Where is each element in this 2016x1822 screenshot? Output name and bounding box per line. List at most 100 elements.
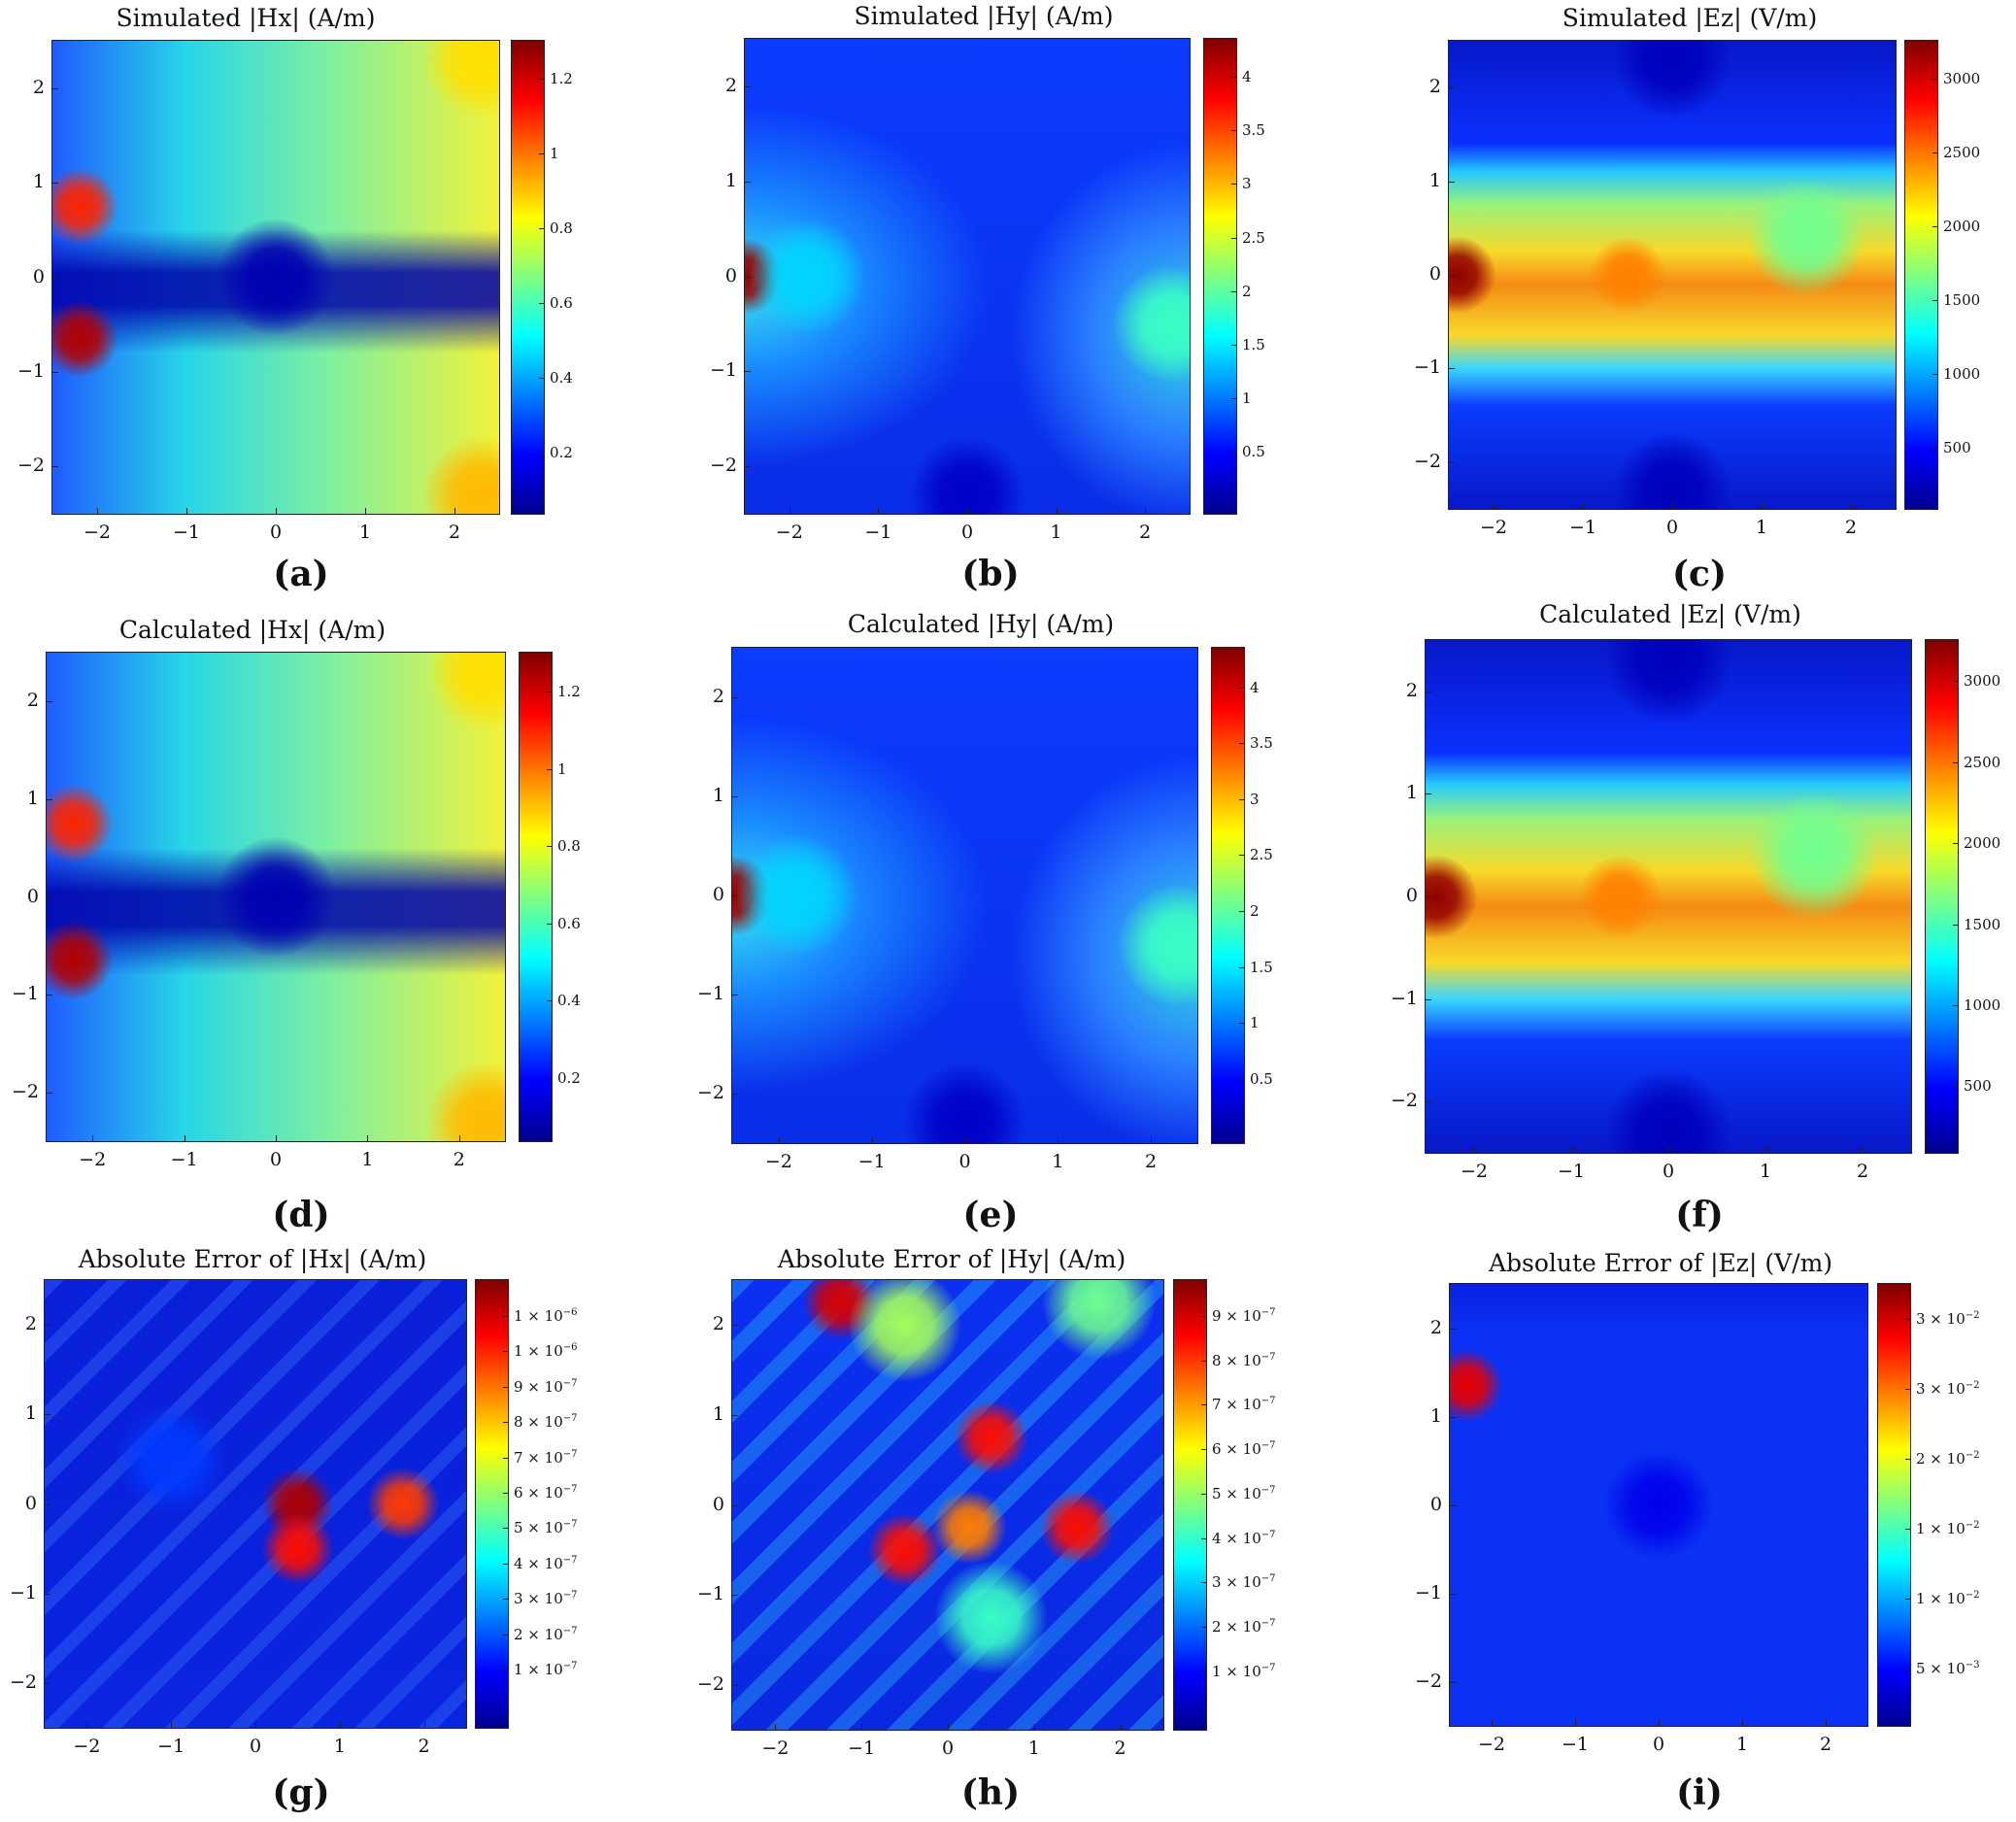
colorbar-tick-mark-g	[503, 1315, 508, 1317]
y-tick-mark-c	[1449, 87, 1455, 89]
colorbar-tick-mark-c	[1932, 300, 1937, 302]
y-tick-label-g: 0	[24, 1492, 37, 1514]
y-tick-label-a: −2	[17, 455, 45, 477]
colorbar-tick-label-d: 0.2	[557, 1068, 581, 1087]
colorbar-tick-label-h: 4 × 10−7	[1212, 1530, 1276, 1547]
colorbar-tick-label-g: 9 × 10−7	[514, 1378, 578, 1396]
colorbar-tick-mark-d	[547, 1000, 552, 1002]
colorbar-tick-exponent: −7	[562, 1590, 578, 1602]
y-tick-label-f: 2	[1405, 679, 1418, 701]
panel-e-title: Calculated |Hy| (A/m)	[847, 610, 1115, 638]
x-tick-label-f: 1	[1759, 1161, 1772, 1182]
y-tick-mark-f	[1426, 793, 1431, 795]
x-tick-label-g: 1	[333, 1736, 346, 1757]
x-tick-label-b: 2	[1139, 522, 1152, 543]
x-tick-mark-b	[1056, 508, 1058, 514]
x-tick-mark-h	[775, 1724, 777, 1730]
y-tick-mark-g	[45, 1682, 50, 1684]
colorbar-a	[511, 40, 545, 515]
colorbar-tick-label-g: 2 × 10−7	[514, 1626, 578, 1643]
colorbar-tick-label-i: 2 × 10−2	[1916, 1450, 1980, 1468]
colorbar-tick-mantissa: 6 × 10	[1212, 1440, 1261, 1459]
colorbar-g	[475, 1279, 509, 1729]
colorbar-tick-label-h: 1 × 10−7	[1212, 1663, 1276, 1680]
y-tick-mark-i	[1450, 1504, 1456, 1506]
colorbar-tick-exponent: −7	[562, 1377, 578, 1389]
colorbar-tick-exponent: −7	[562, 1661, 578, 1672]
colorbar-tick-mark-d	[547, 923, 552, 925]
x-tick-mark-a	[186, 508, 187, 514]
y-tick-mark-b	[745, 466, 751, 468]
x-tick-label-e: 1	[1052, 1151, 1064, 1172]
y-tick-label-a: 2	[32, 76, 45, 98]
colorbar-tick-mantissa: 1 × 10	[1916, 1589, 1966, 1607]
colorbar-tick-mark-i	[1905, 1598, 1910, 1600]
colorbar-tick-exponent: −6	[562, 1306, 578, 1318]
colorbar-tick-label-c: 3000	[1943, 69, 1981, 87]
y-tick-label-f: 1	[1405, 782, 1418, 804]
y-tick-mark-h	[732, 1414, 738, 1416]
colorbar-tick-mark-d	[547, 768, 552, 770]
x-tick-mark-a	[97, 508, 98, 514]
colorbar-tick-mark-h	[1201, 1493, 1206, 1495]
colorbar-tick-mark-a	[539, 227, 544, 229]
x-tick-label-i: 2	[1819, 1734, 1832, 1755]
colorbar-tick-label-h: 8 × 10−7	[1212, 1352, 1276, 1369]
colorbar-tick-label-d: 1	[557, 759, 567, 778]
colorbar-tick-label-g: 4 × 10−7	[514, 1555, 578, 1572]
colorbar-tick-exponent: −7	[1260, 1529, 1276, 1540]
colorbar-tick-mark-b	[1231, 77, 1236, 79]
x-tick-mark-e	[778, 1137, 780, 1143]
panel-h-label: (h)	[960, 1772, 1021, 1813]
y-tick-label-a: 0	[32, 265, 45, 287]
x-tick-mark-g	[171, 1722, 173, 1728]
colorbar-tick-label-i: 5 × 10−3	[1916, 1660, 1980, 1677]
x-tick-label-c: −1	[1568, 517, 1596, 538]
x-tick-label-b: −1	[864, 522, 892, 543]
colorbar-tick-mark-c	[1932, 448, 1937, 450]
x-tick-mark-a	[454, 508, 455, 514]
colorbar-tick-mark-f	[1953, 761, 1958, 763]
x-tick-label-h: −1	[848, 1738, 876, 1759]
colorbar-tick-exponent: −2	[1965, 1380, 1980, 1392]
panel-g-label: (g)	[272, 1772, 330, 1813]
colorbar-tick-mark-g	[503, 1351, 508, 1353]
heatmap-h	[731, 1279, 1164, 1731]
colorbar-tick-mark-e	[1239, 743, 1244, 745]
colorbar-tick-mark-b	[1231, 237, 1236, 239]
x-tick-mark-e	[871, 1137, 873, 1143]
colorbar-tick-mark-h	[1201, 1627, 1206, 1629]
y-tick-mark-d	[47, 896, 52, 898]
colorbar-tick-mantissa: 2 × 10	[1916, 1450, 1966, 1468]
x-tick-mark-g	[86, 1722, 88, 1728]
x-tick-mark-c	[1494, 503, 1495, 509]
y-tick-mark-e	[732, 895, 738, 896]
colorbar-tick-label-f: 1500	[1964, 915, 2001, 933]
x-tick-mark-g	[255, 1722, 256, 1728]
x-tick-label-i: 1	[1735, 1734, 1749, 1755]
x-tick-mark-f	[1668, 1147, 1669, 1153]
y-tick-label-c: −2	[1413, 450, 1441, 472]
colorbar-tick-mark-i	[1905, 1389, 1910, 1391]
colorbar-tick-label-d: 1.2	[557, 683, 581, 701]
colorbar-tick-label-h: 9 × 10−7	[1212, 1307, 1276, 1325]
colorbar-tick-mantissa: 1 × 10	[1212, 1662, 1261, 1680]
colorbar-tick-mark-c	[1932, 152, 1937, 153]
x-tick-label-d: −1	[170, 1149, 198, 1170]
colorbar-c	[1904, 40, 1938, 510]
panel-a-label: (a)	[273, 554, 329, 594]
x-tick-label-g: 0	[249, 1736, 262, 1757]
colorbar-tick-exponent: −2	[1965, 1450, 1980, 1462]
y-tick-label-e: −2	[696, 1082, 724, 1103]
y-tick-label-f: −2	[1390, 1090, 1418, 1112]
x-tick-mark-e	[1151, 1137, 1153, 1143]
colorbar-tick-mantissa: 9 × 10	[514, 1377, 563, 1396]
y-tick-label-b: 0	[724, 264, 737, 287]
colorbar-tick-label-g: 1 × 10−6	[514, 1342, 578, 1360]
x-tick-label-a: 1	[358, 522, 372, 543]
x-tick-label-d: 0	[269, 1149, 283, 1170]
colorbar-tick-label-d: 0.4	[557, 992, 581, 1010]
y-tick-mark-d	[47, 701, 52, 703]
colorbar-tick-label-a: 0.6	[550, 293, 573, 312]
x-tick-label-c: 0	[1665, 517, 1679, 538]
